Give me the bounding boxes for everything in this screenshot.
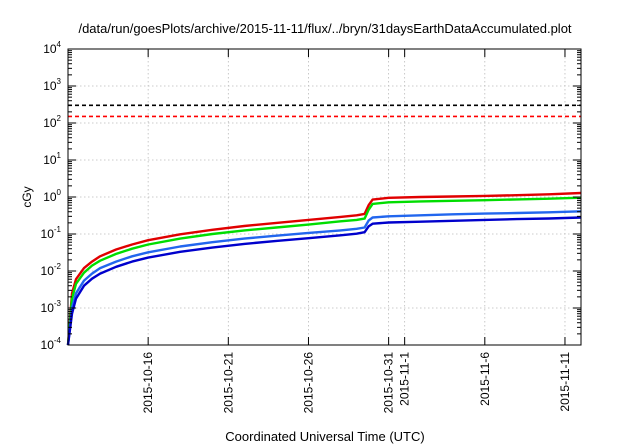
series-line xyxy=(66,216,582,346)
x-tick-label: 2015-10-26 xyxy=(301,352,315,414)
series-layer xyxy=(66,191,582,346)
y-tick-label: 10-1 xyxy=(41,225,62,241)
y-tick-label: 102 xyxy=(43,114,61,130)
x-tick-label: 2015-10-31 xyxy=(382,352,396,414)
x-tick-label: 2015-10-16 xyxy=(141,352,155,414)
x-tick-label: 2015-11-11 xyxy=(558,352,572,412)
x-tick-label: 2015-10-21 xyxy=(221,352,235,414)
series-line xyxy=(66,191,582,346)
y-tick-label: 104 xyxy=(43,40,61,56)
grid xyxy=(68,49,581,345)
series-line xyxy=(66,210,582,346)
x-axis-label: Coordinated Universal Time (UTC) xyxy=(225,429,424,444)
y-tick-label: 10-2 xyxy=(41,262,62,278)
y-tick-label: 103 xyxy=(43,77,61,93)
y-tick-label: 10-3 xyxy=(41,299,62,315)
reference-lines xyxy=(68,104,581,118)
y-tick-label: 101 xyxy=(43,151,61,167)
y-tick-label: 10-4 xyxy=(41,336,62,352)
x-axis: 2015-10-16 2015-10-21 2015-10-26 2015-10-31… xyxy=(141,49,572,413)
chart-title: /data/run/goesPlots/archive/2015-11-11/f… xyxy=(78,21,571,36)
y-axis-label: cGy xyxy=(20,186,34,207)
x-tick-label: 2015-11-6 xyxy=(478,352,492,406)
y-tick-label: 100 xyxy=(43,188,61,204)
y-axis: 10-4 10-3 10-2 10-1 100 101 102 103 104 xyxy=(41,40,581,352)
x-tick-label: 2015-11-1 xyxy=(398,352,412,406)
series-line xyxy=(66,196,582,346)
